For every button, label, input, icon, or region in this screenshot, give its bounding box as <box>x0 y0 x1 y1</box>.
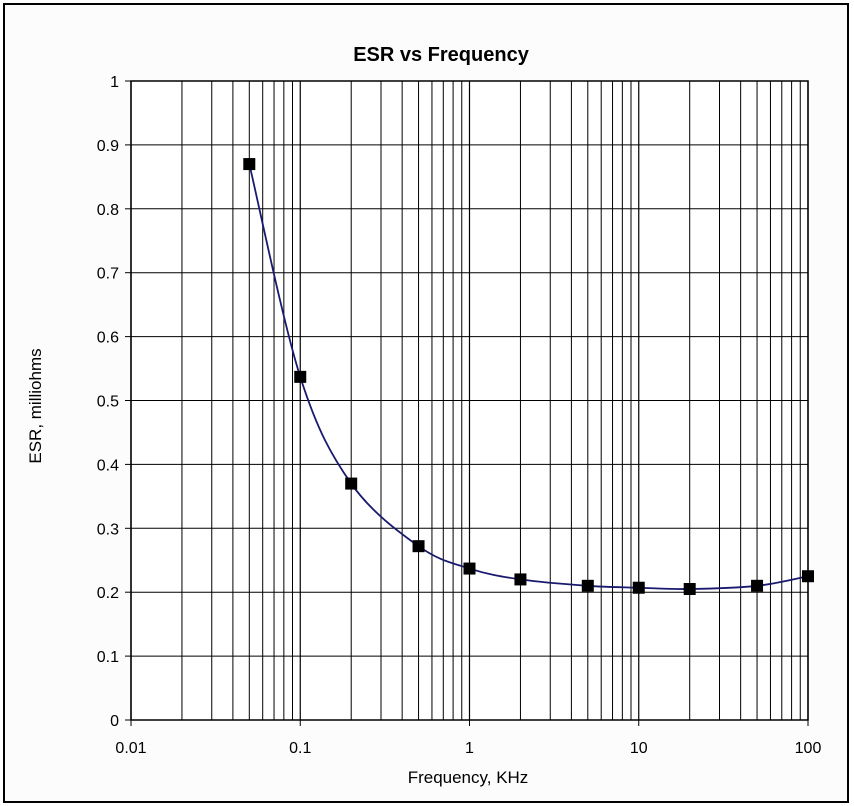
y-tick-label: 0.5 <box>97 394 119 411</box>
y-tick-label: 0.6 <box>97 330 119 347</box>
y-tick-label: 0.2 <box>97 585 119 602</box>
y-tick-label: 0.9 <box>97 138 119 155</box>
data-point <box>802 570 814 583</box>
data-point <box>463 562 476 575</box>
data-point <box>243 158 256 171</box>
series-line <box>248 163 809 590</box>
tick-labels: 0 0.1 0.2 0.3 0.4 0.5 0.6 0.7 0.8 0.9 1 0.01 0.1 1 10 1… <box>97 74 822 757</box>
data-point <box>345 477 358 490</box>
series-layer <box>243 158 814 596</box>
chart-frame: ESR vs Frequency 0 0.1 0.2 0.3 0.4 0.5 0.6 0.7 0… <box>3 3 849 803</box>
data-point <box>514 573 527 586</box>
data-point <box>683 583 696 596</box>
y-tick-label: 0.7 <box>97 266 119 283</box>
data-point <box>294 370 307 383</box>
y-tick-label: 0.4 <box>97 457 119 474</box>
y-axis-label: ESR, milliohms <box>26 348 45 463</box>
y-tick-label: 0.8 <box>97 202 119 219</box>
esr-chart: ESR vs Frequency 00.10.20.30.40.50.60.70… <box>26 44 822 787</box>
x-tick-label: 100 <box>795 740 822 757</box>
x-axis-label: Frequency, KHz <box>408 768 529 787</box>
data-point <box>751 579 764 592</box>
chart-title: ESR vs Frequency <box>353 44 530 66</box>
y-tick-label: 0.3 <box>97 521 119 538</box>
x-tick-label: 1 <box>465 740 474 757</box>
data-point <box>632 581 645 594</box>
x-tick-label: 0.1 <box>289 740 311 757</box>
y-tick-label: 0 <box>110 713 119 730</box>
x-tick-label: 10 <box>630 740 648 757</box>
y-tick-label: 0.1 <box>97 649 119 666</box>
data-point <box>581 579 594 592</box>
y-tick-label: 1 <box>110 74 119 91</box>
grid <box>125 80 809 726</box>
x-tick-label: 0.01 <box>115 740 146 757</box>
data-point <box>412 540 425 553</box>
plot-border <box>130 80 809 721</box>
